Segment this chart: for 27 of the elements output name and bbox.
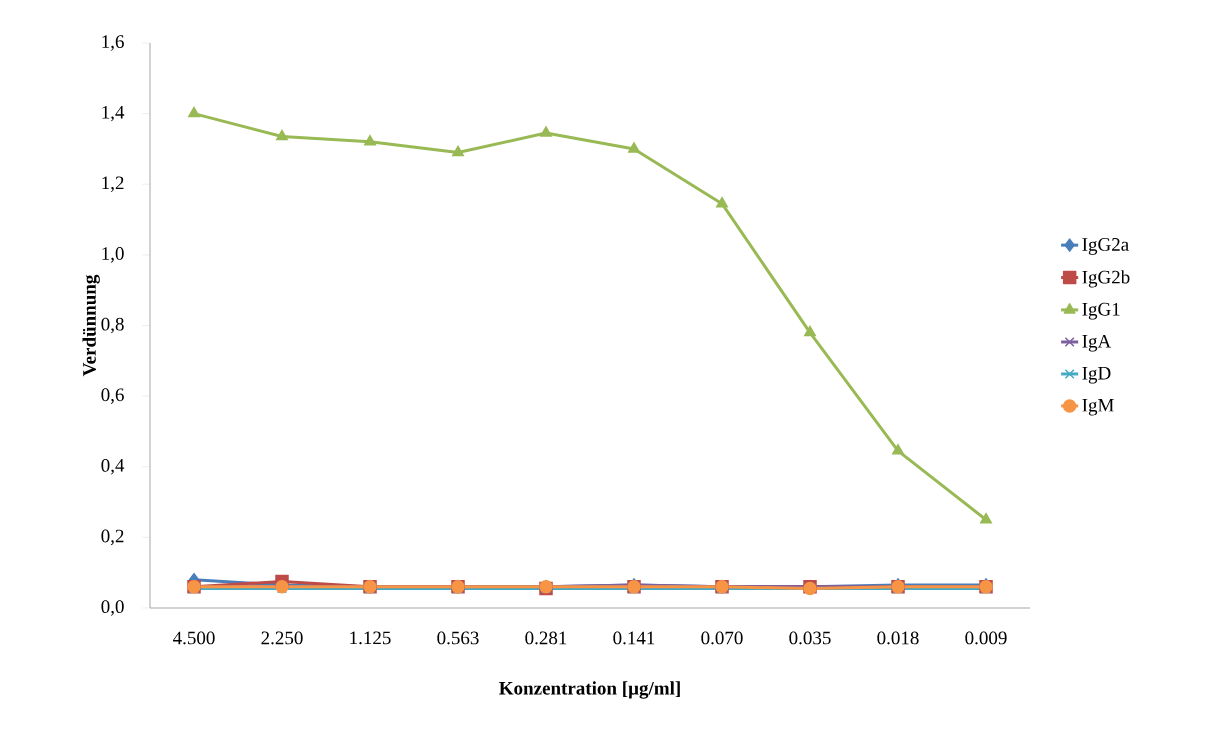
y-tick-label: 0,4 xyxy=(101,458,125,475)
x-tick-label: 0.563 xyxy=(437,631,479,645)
legend-label: IgG2b xyxy=(1082,270,1130,288)
x-tick-label: 0.018 xyxy=(877,631,919,645)
y-tick-label: 1,6 xyxy=(102,35,124,51)
legend-label: IgM xyxy=(1082,398,1114,416)
x-tick-label: 0.141 xyxy=(613,631,655,645)
legend-label: IgD xyxy=(1082,366,1111,384)
x-axis-title: Konzentration [µg/ml] xyxy=(499,681,680,699)
legend-label: IgG1 xyxy=(1082,302,1120,320)
x-tick-label: 0.281 xyxy=(525,631,567,645)
y-axis-title: Verdünnung xyxy=(82,274,100,377)
legend-label: IgA xyxy=(1082,334,1112,352)
x-tick-label: 1.125 xyxy=(350,631,391,645)
x-tick-label: 0.070 xyxy=(701,631,743,645)
y-tick-label: 1,0 xyxy=(102,247,124,263)
y-tick-label: 0,0 xyxy=(101,600,124,616)
y-tick-label: 0,6 xyxy=(101,388,124,404)
x-tick-label: 0.035 xyxy=(789,631,831,645)
y-tick-label: 1,2 xyxy=(102,176,124,192)
y-tick-label: 0,8 xyxy=(101,317,124,334)
legend-label: IgG2a xyxy=(1082,238,1129,255)
y-tick-label: 0,2 xyxy=(101,529,124,546)
x-tick-label: 2.250 xyxy=(261,631,303,645)
x-tick-label: 0.009 xyxy=(965,631,1007,645)
x-tick-label: 4.500 xyxy=(173,631,215,645)
y-tick-label: 1,4 xyxy=(102,105,125,122)
